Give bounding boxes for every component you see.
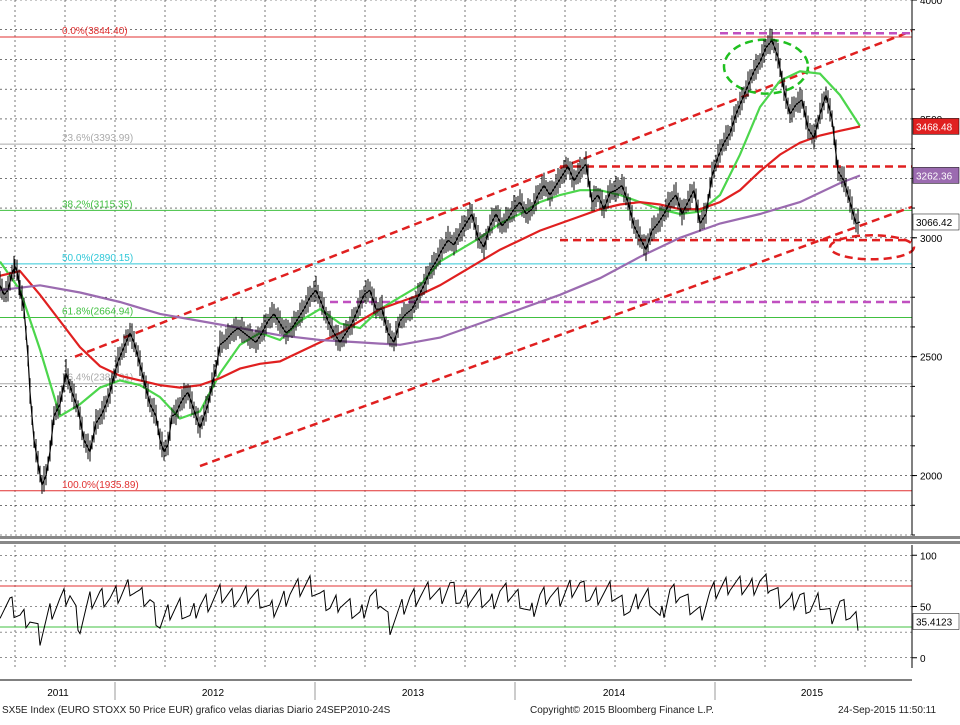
moving-average-line — [0, 125, 861, 389]
footer-description: SX5E Index (EURO STOXX 50 Price EUR) gra… — [2, 705, 391, 716]
fibonacci-level-label: 23.6%(3393.99) — [62, 133, 133, 144]
time-axis-year-label: 2011 — [47, 688, 69, 699]
oscillator-axis-tick-label: 50 — [920, 603, 932, 614]
fibonacci-level-label: 0.0%(3844.40) — [62, 26, 128, 37]
oscillator-axis-tick-label: 100 — [920, 551, 937, 562]
top-highlight-ellipse — [722, 38, 810, 95]
price-tag-label: 3066.42 — [916, 218, 953, 229]
time-axis-year-label: 2012 — [202, 688, 225, 699]
price-tag-box — [912, 118, 960, 135]
panel-separator — [0, 536, 960, 544]
panel-divider — [0, 541, 960, 544]
price-axis-tick-label: 2000 — [920, 472, 943, 483]
price-axis-tick-label: 2500 — [920, 353, 943, 364]
fibonacci-level-label: 50.0%(2890.15) — [62, 253, 133, 264]
time-axis-year-label: 2013 — [402, 688, 425, 699]
time-axis: 2011 2012 2013 2014 2015 — [0, 679, 912, 700]
oscillator-value-tag-label: 35.4123 — [916, 617, 953, 628]
time-axis-year-label: 2014 — [603, 688, 626, 699]
fibonacci-levels: 0.0%(3844.40) 23.6%(3393.99) 38.2%(3115.35… — [0, 26, 912, 492]
price-axis-tick-label: 4000 — [920, 0, 943, 7]
fibonacci-level-label: 61.8%(2664.94) — [62, 306, 133, 317]
price-line — [0, 39, 861, 488]
chart-footer: SX5E Index (EURO STOXX 50 Price EUR) gra… — [0, 703, 960, 720]
fibonacci-level-label: 38.2%(3115.35) — [62, 199, 132, 210]
panel-divider — [0, 536, 960, 539]
oscillator-line — [0, 572, 859, 646]
price-tags: 3468.48 3262.36 3066.42 — [912, 118, 960, 231]
support-highlight-ellipse — [828, 234, 916, 261]
fibonacci-level-label: 76.4%(2386.31) — [62, 373, 133, 384]
trend-channel-lower — [199, 205, 913, 468]
price-series-group — [0, 28, 861, 494]
price-tag-label: 3262.36 — [916, 171, 953, 182]
trend-annotations — [74, 29, 916, 468]
footer-copyright: Copyright© 2015 Bloomberg Finance L.P. — [530, 705, 714, 716]
price-tag-box — [912, 213, 960, 231]
trend-channel-upper — [74, 29, 913, 358]
oscillator-axis-tick-label: 0 — [920, 654, 926, 665]
price-tag-box — [912, 167, 960, 184]
footer-timestamp: 24-Sep-2015 11:50:11 — [838, 705, 937, 716]
moving-average-line — [0, 174, 861, 346]
oscillator-panel: 0 50 100 35.4123 — [0, 545, 960, 668]
price-axis-tick-label: 3000 — [920, 234, 943, 245]
time-axis-year-label: 2015 — [801, 688, 824, 699]
oscillator-value-tag-box — [912, 613, 960, 630]
price-tag-label: 3468.48 — [916, 122, 953, 133]
fibonacci-level-label: 100.0%(1935.89) — [62, 480, 139, 491]
